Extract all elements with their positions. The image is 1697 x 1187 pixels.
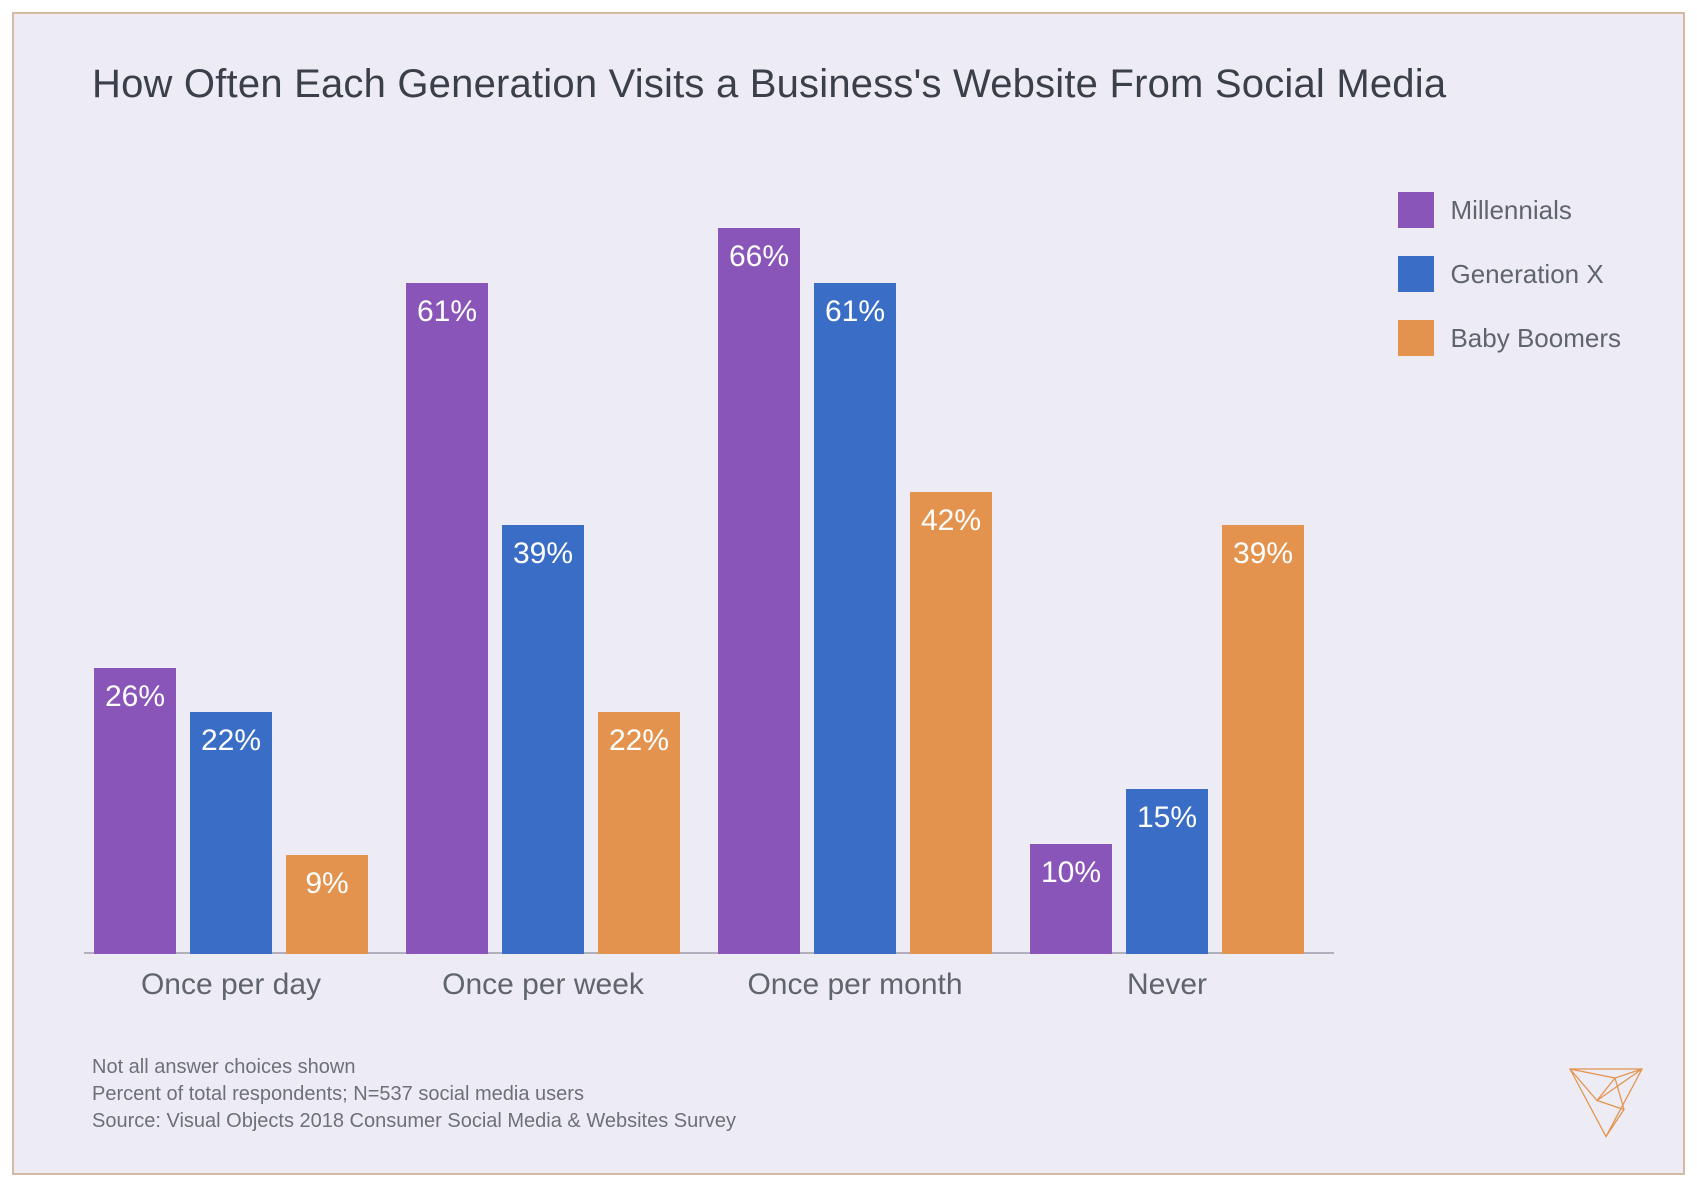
bar-boomers: 39% bbox=[1222, 525, 1304, 954]
category-label: Once per month bbox=[718, 968, 992, 1002]
legend-swatch-millennials bbox=[1398, 192, 1434, 228]
bar-genx: 15% bbox=[1126, 789, 1208, 954]
legend-item-genx: Generation X bbox=[1398, 256, 1621, 292]
legend-label-genx: Generation X bbox=[1450, 259, 1603, 290]
legend-label-millennials: Millennials bbox=[1450, 195, 1571, 226]
category-group: 26%22%9%Once per day bbox=[84, 184, 396, 954]
bar-value-label: 61% bbox=[406, 295, 488, 329]
bar-value-label: 42% bbox=[910, 504, 992, 538]
bar-value-label: 22% bbox=[598, 724, 680, 758]
bar-value-label: 61% bbox=[814, 295, 896, 329]
legend-swatch-boomers bbox=[1398, 320, 1434, 356]
legend-label-boomers: Baby Boomers bbox=[1450, 323, 1621, 354]
footnote-line: Percent of total respondents; N=537 soci… bbox=[92, 1083, 736, 1106]
bar-value-label: 9% bbox=[286, 867, 368, 901]
category-label: Once per day bbox=[94, 968, 368, 1002]
bar-genx: 61% bbox=[814, 283, 896, 954]
category-group: 66%61%42%Once per month bbox=[708, 184, 1020, 954]
bar-value-label: 26% bbox=[94, 680, 176, 714]
category-group: 61%39%22%Once per week bbox=[396, 184, 708, 954]
plot-area: 26%22%9%Once per day61%39%22%Once per we… bbox=[84, 184, 1334, 954]
bar-genx: 22% bbox=[190, 712, 272, 954]
bar-millennials: 10% bbox=[1030, 844, 1112, 954]
bar-value-label: 39% bbox=[1222, 537, 1304, 571]
legend-item-boomers: Baby Boomers bbox=[1398, 320, 1621, 356]
chart-title: How Often Each Generation Visits a Busin… bbox=[92, 62, 1446, 107]
bar-value-label: 10% bbox=[1030, 856, 1112, 890]
bar-value-label: 22% bbox=[190, 724, 272, 758]
chart-frame: How Often Each Generation Visits a Busin… bbox=[0, 0, 1697, 1187]
bar-value-label: 39% bbox=[502, 537, 584, 571]
legend-swatch-genx bbox=[1398, 256, 1434, 292]
category-label: Once per week bbox=[406, 968, 680, 1002]
bar-boomers: 22% bbox=[598, 712, 680, 954]
category-group: 10%15%39%Never bbox=[1020, 184, 1332, 954]
bar-genx: 39% bbox=[502, 525, 584, 954]
bar-millennials: 61% bbox=[406, 283, 488, 954]
bar-value-label: 66% bbox=[718, 240, 800, 274]
footnote-line: Not all answer choices shown bbox=[92, 1056, 736, 1079]
bar-boomers: 9% bbox=[286, 855, 368, 954]
category-label: Never bbox=[1030, 968, 1304, 1002]
bar-millennials: 66% bbox=[718, 228, 800, 954]
footnote-line: Source: Visual Objects 2018 Consumer Soc… bbox=[92, 1110, 736, 1133]
brand-logo-icon bbox=[1561, 1051, 1651, 1141]
bar-value-label: 15% bbox=[1126, 801, 1208, 835]
bar-boomers: 42% bbox=[910, 492, 992, 954]
legend: Millennials Generation X Baby Boomers bbox=[1398, 192, 1621, 356]
bar-millennials: 26% bbox=[94, 668, 176, 954]
chart-panel: How Often Each Generation Visits a Busin… bbox=[12, 12, 1685, 1175]
legend-item-millennials: Millennials bbox=[1398, 192, 1621, 228]
footnotes: Not all answer choices shown Percent of t… bbox=[92, 1056, 736, 1133]
